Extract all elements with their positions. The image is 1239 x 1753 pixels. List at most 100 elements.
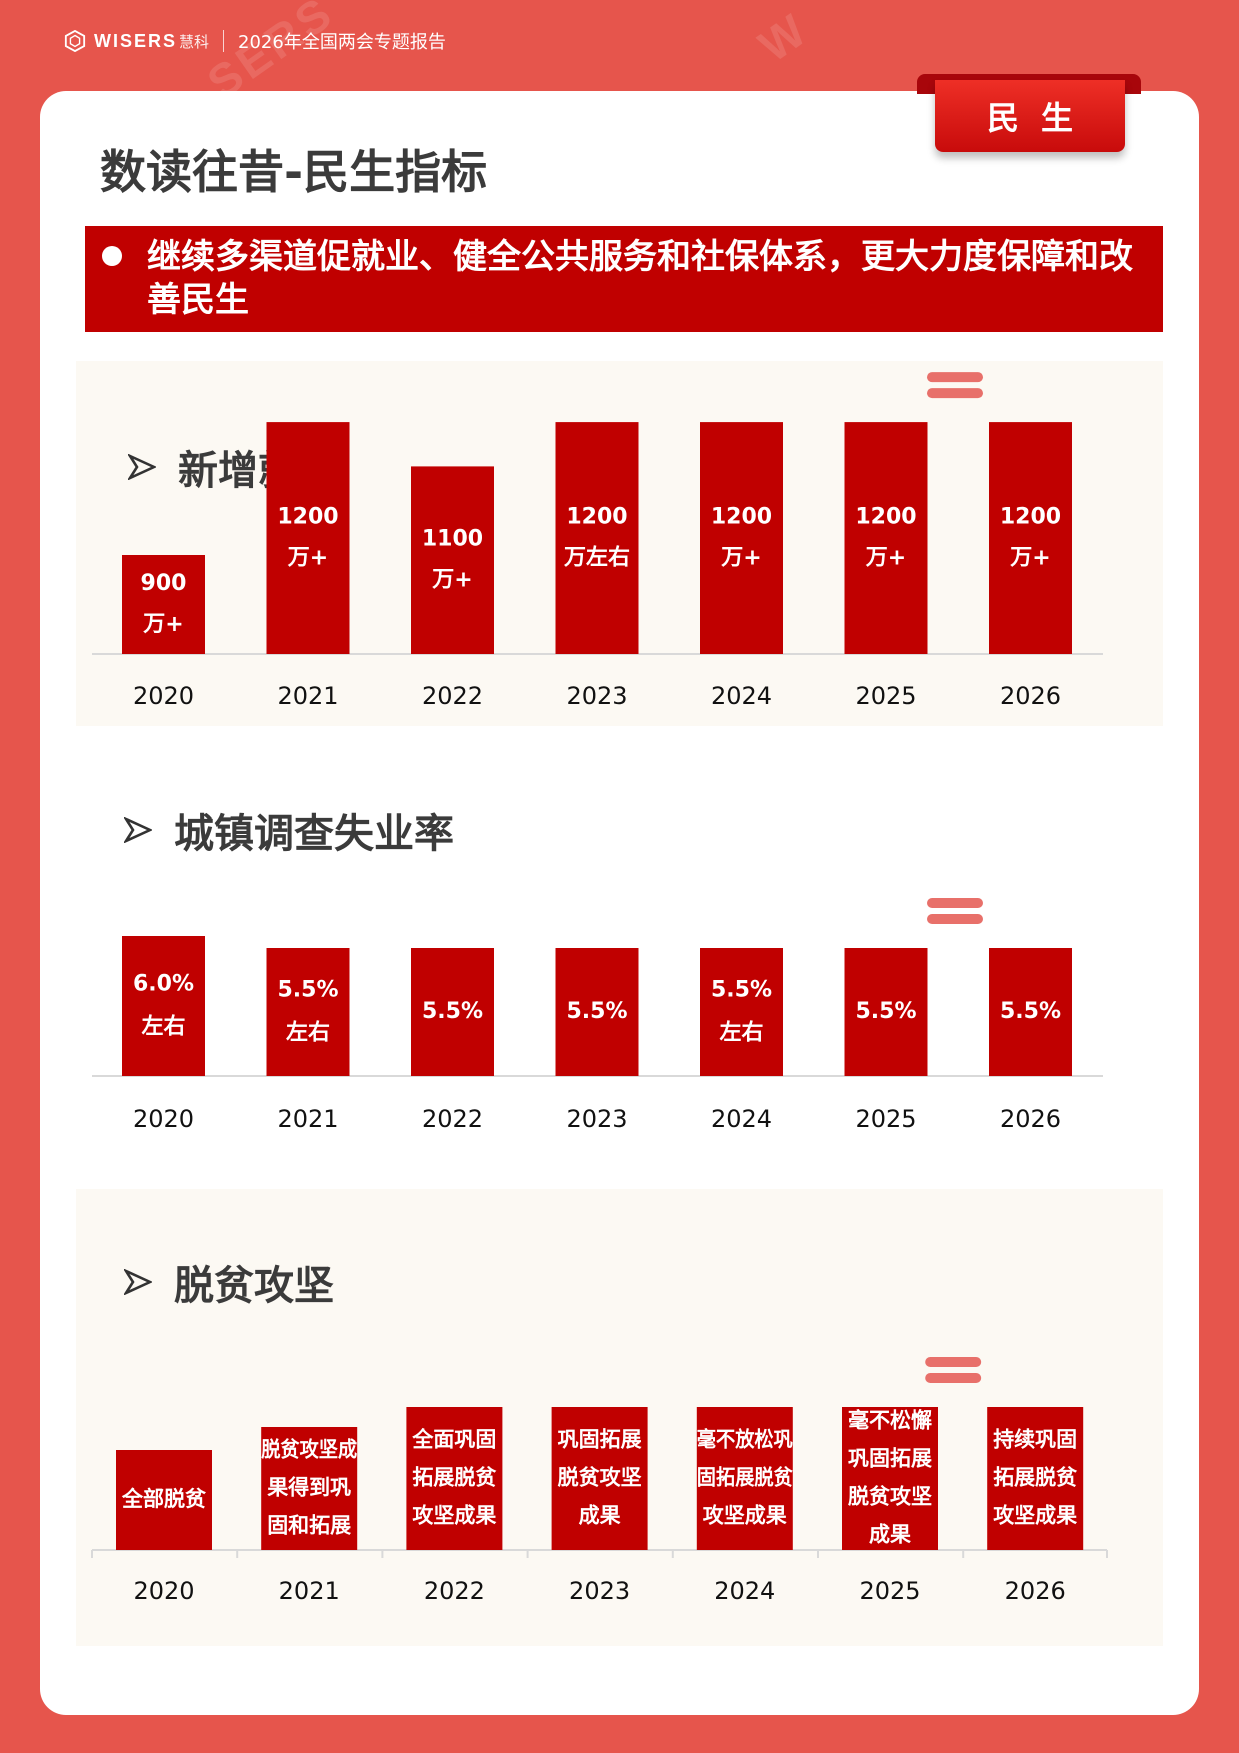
bar-2023: [555, 948, 639, 1076]
data-label: 万+: [287, 546, 328, 571]
summary-banner: 继续多渠道促就业、健全公共服务和社保体系，更大力度保障和改善民生: [85, 226, 1163, 332]
data-label: 1200: [566, 505, 627, 530]
x-tick-label: 2022: [424, 1577, 485, 1605]
data-label: 巩固拓展: [558, 1428, 642, 1452]
data-label: 万左右: [563, 545, 630, 571]
bar-2023: [555, 422, 639, 654]
logo-cn: 慧科: [179, 32, 210, 51]
data-label: 左右: [286, 1020, 330, 1046]
arrow-right-icon: [124, 817, 152, 843]
bar-2026: [989, 422, 1072, 654]
x-tick-label: 2025: [859, 1577, 920, 1605]
highlight-marker: [927, 372, 983, 383]
x-tick-label: 2020: [133, 1105, 194, 1133]
data-label: 全部脱贫: [121, 1487, 207, 1511]
data-label: 1200: [855, 505, 916, 530]
data-label: 固拓展脱贫: [697, 1466, 794, 1490]
section-title-unemployment: 城镇调查失业率: [124, 801, 454, 859]
data-label: 毫不松懈: [848, 1409, 932, 1433]
bar-2026: [989, 948, 1072, 1076]
data-label: 1200: [1000, 505, 1061, 530]
bullet-icon: [102, 246, 122, 266]
data-label: 攻坚成果: [703, 1504, 787, 1528]
bar-2024: [700, 948, 783, 1076]
data-label: 5.5%: [1000, 999, 1061, 1024]
highlight-marker: [925, 1373, 982, 1383]
x-tick-label: 2021: [277, 1105, 338, 1133]
highlight-marker: [927, 388, 983, 399]
x-tick-label: 2021: [279, 1577, 340, 1605]
x-tick-label: 2021: [277, 682, 338, 710]
x-tick-label: 2022: [422, 1105, 483, 1133]
bar-2021: [261, 1427, 358, 1550]
x-tick-label: 2026: [1005, 1577, 1066, 1605]
arrow-right-icon: [124, 1269, 152, 1295]
data-label: 5.5%: [422, 999, 483, 1024]
bar-2020: [116, 1450, 212, 1550]
data-label: 固和拓展: [267, 1514, 351, 1538]
highlight-marker: [927, 898, 983, 908]
x-tick-label: 2020: [133, 1577, 194, 1605]
bar-2021: [266, 948, 350, 1076]
data-label: 拓展脱贫: [993, 1466, 1078, 1490]
bar-2022: [406, 1407, 503, 1550]
data-label: 成果: [579, 1504, 621, 1528]
data-label: 左右: [141, 1014, 185, 1040]
data-label: 6.0%: [133, 972, 194, 997]
bar-2020: [122, 936, 205, 1076]
highlight-marker: [927, 914, 983, 924]
bar-2022: [411, 948, 494, 1076]
x-tick-label: 2023: [566, 682, 627, 710]
highlight-marker: [925, 1357, 982, 1367]
data-label: 攻坚成果: [993, 1504, 1077, 1528]
data-label: 万+: [1009, 546, 1050, 571]
data-label: 巩固拓展: [848, 1447, 932, 1471]
data-label: 脱贫攻坚: [848, 1485, 932, 1509]
data-label: 果得到巩: [267, 1476, 351, 1500]
data-label: 900: [141, 571, 187, 596]
report-header: WISERS 慧科 2026年全国两会专题报告: [64, 24, 446, 58]
x-tick-label: 2020: [133, 682, 194, 710]
data-label: 万+: [431, 568, 472, 593]
section-title-text: 城镇调查失业率: [174, 811, 454, 857]
data-label: 持续巩固: [993, 1428, 1077, 1452]
data-label: 脱贫攻坚成: [261, 1438, 357, 1462]
data-label: 5.5%: [566, 999, 627, 1024]
x-tick-label: 2025: [855, 1105, 916, 1133]
data-label: 毫不放松巩: [697, 1428, 793, 1452]
x-tick-label: 2023: [569, 1577, 630, 1605]
bar-2022: [411, 466, 494, 654]
bar-2021: [266, 422, 350, 654]
x-tick-label: 2024: [711, 1105, 772, 1133]
x-tick-label: 2026: [1000, 682, 1061, 710]
data-label: 左右: [719, 1020, 763, 1046]
bar-2023: [551, 1407, 648, 1550]
banner-text: 继续多渠道促就业、健全公共服务和社保体系，更大力度保障和改善民生: [147, 237, 1133, 320]
data-label: 5.5%: [855, 999, 916, 1024]
data-label: 全面巩固: [411, 1428, 496, 1452]
data-label: 攻坚成果: [412, 1504, 496, 1528]
data-label: 脱贫攻坚: [558, 1466, 642, 1490]
header-divider: [223, 30, 225, 52]
data-label: 成果: [869, 1523, 911, 1547]
logo-text: WISERS: [94, 30, 178, 51]
data-label: 万+: [865, 546, 906, 571]
bar-2025: [844, 422, 928, 654]
bar-2024: [700, 422, 783, 654]
report-title: 2026年全国两会专题报告: [238, 32, 446, 53]
data-label: 万+: [720, 546, 761, 571]
page-title: 数读往昔-民生指标: [100, 145, 488, 199]
bar-2026: [987, 1407, 1084, 1550]
data-label: 万+: [142, 612, 183, 637]
data-label: 1200: [277, 505, 338, 530]
bar-2025: [842, 1407, 938, 1550]
x-tick-label: 2026: [1000, 1105, 1061, 1133]
data-label: 1200: [711, 505, 772, 530]
x-tick-label: 2025: [855, 682, 916, 710]
bar-2024: [696, 1407, 793, 1550]
bar-2025: [844, 948, 928, 1076]
hexagon-logo-icon: [64, 30, 86, 52]
x-tick-label: 2024: [711, 682, 772, 710]
data-label: 1100: [422, 527, 483, 552]
